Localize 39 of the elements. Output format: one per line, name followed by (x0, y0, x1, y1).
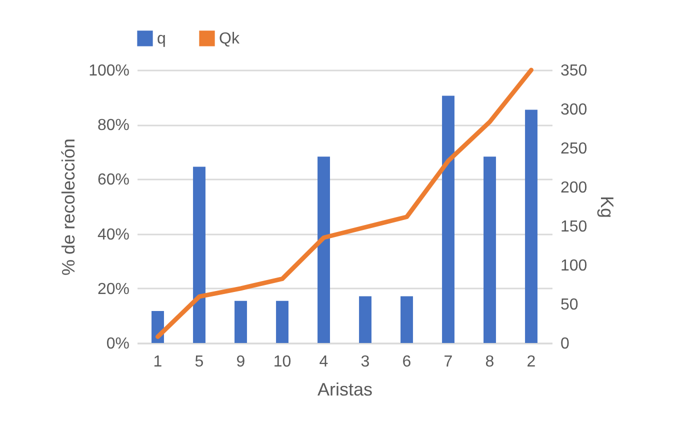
legend-label: q (157, 30, 166, 48)
y2-axis-title: Kg (597, 196, 618, 218)
bar (442, 96, 454, 343)
bar (318, 156, 330, 343)
y2-tick-label: 200 (560, 180, 588, 196)
bar (525, 110, 538, 343)
y2-tick-label: 150 (560, 218, 588, 236)
y2-tick-label: 0 (560, 336, 570, 352)
x-tick-label: 1 (153, 354, 162, 370)
y2-tick-label: 100 (560, 258, 588, 274)
bar (234, 300, 247, 343)
x-tick-label: 10 (273, 354, 292, 370)
y-tick-label: 100% (88, 62, 130, 80)
y-tick-label: 0% (106, 336, 130, 352)
bar (193, 166, 206, 343)
y-tick-label: 60% (97, 172, 130, 189)
x-tick-label: 7 (444, 354, 453, 370)
y-tick-label: 40% (97, 226, 130, 244)
y2-tick-label: 350 (560, 62, 588, 80)
y-tick-label: 20% (97, 280, 130, 298)
bar (276, 300, 288, 343)
line-series (156, 68, 534, 339)
legend-label: Qk (219, 30, 240, 48)
x-tick-label: 4 (319, 354, 328, 370)
x-tick-label: 8 (485, 354, 494, 370)
bar (400, 296, 413, 343)
x-axis-title: Aristas (317, 380, 373, 400)
bar (359, 296, 372, 343)
y2-tick-label: 50 (560, 296, 578, 314)
y-tick-label: 80% (97, 117, 130, 134)
x-tick-label: 2 (526, 354, 536, 370)
x-tick-label: 9 (236, 354, 246, 370)
y2-tick-label: 250 (560, 140, 588, 158)
x-tick-label: 6 (402, 354, 412, 370)
x-tick-label: 5 (194, 354, 204, 370)
y2-tick-label: 300 (560, 102, 588, 118)
y-axis-title: % de recolección (58, 138, 79, 276)
x-tick-label: 3 (360, 354, 370, 370)
bar (484, 156, 496, 343)
